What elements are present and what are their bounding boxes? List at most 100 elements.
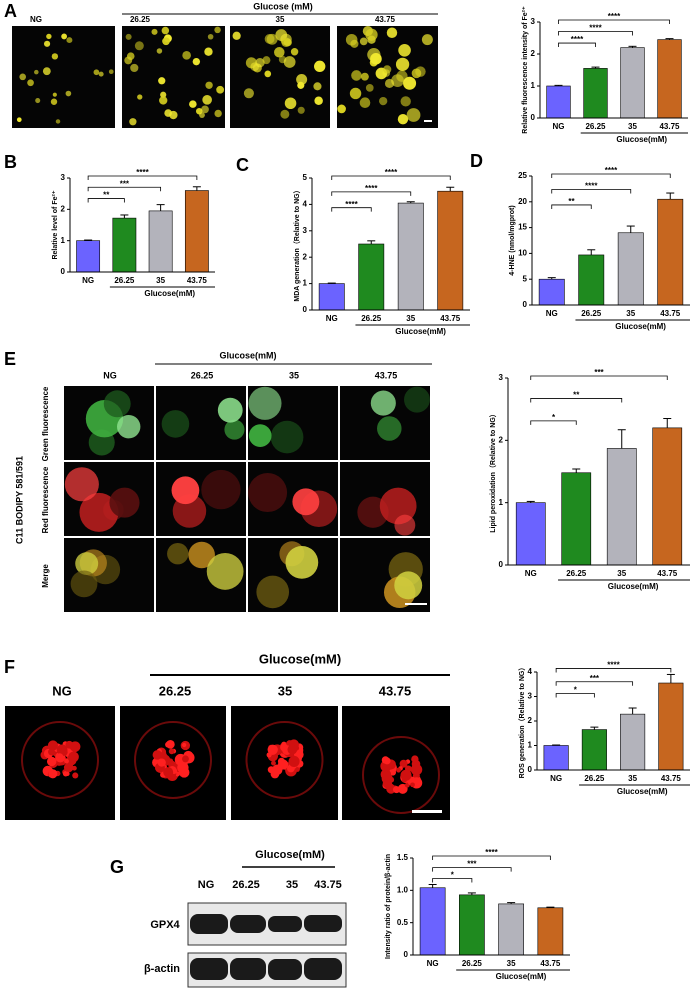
cell — [182, 51, 191, 60]
cell — [55, 119, 61, 124]
x-axis-label: Glucose(mM) — [616, 135, 667, 144]
column-label: 26.25 — [130, 15, 151, 24]
significance-label: * — [552, 413, 556, 422]
significance-bracket — [331, 207, 372, 212]
cell — [262, 56, 271, 65]
cell — [256, 575, 290, 609]
significance-bracket — [331, 191, 412, 196]
x-tick-label: NG — [427, 959, 439, 968]
cell — [232, 31, 241, 40]
y-tick-label: 0.5 — [397, 918, 409, 927]
cell — [360, 72, 369, 81]
bar — [657, 39, 682, 119]
cell — [350, 39, 359, 48]
x-tick-label: 35 — [507, 959, 516, 968]
significance-label: **** — [607, 661, 620, 670]
cell — [214, 109, 222, 118]
y-tick-label: 0 — [303, 305, 308, 314]
cell — [216, 85, 225, 94]
micrographs — [5, 26, 450, 820]
cell — [359, 37, 368, 46]
significance-bracket — [432, 867, 512, 872]
cell — [125, 33, 132, 40]
cell — [52, 92, 57, 97]
column-label: 35 — [276, 15, 285, 24]
x-axis-label: Glucose(mM) — [395, 327, 446, 336]
cell — [370, 390, 396, 416]
cell — [161, 26, 170, 35]
bar — [657, 198, 684, 306]
cell — [151, 28, 158, 35]
significance-bracket — [432, 878, 473, 883]
cell — [394, 571, 423, 600]
bar — [515, 502, 546, 566]
cell — [61, 33, 68, 40]
row-label: Merge — [41, 564, 50, 588]
significance-bracket — [551, 189, 632, 194]
cell — [384, 78, 395, 89]
cell — [157, 758, 166, 767]
panel-letter: C — [236, 155, 249, 175]
x-tick-label: 26.25 — [361, 314, 382, 323]
x-tick-label: 26.25 — [584, 774, 605, 783]
cell — [46, 756, 57, 767]
bar — [543, 745, 569, 771]
column-label: 43.75 — [375, 370, 398, 380]
blot-bands — [190, 914, 342, 980]
cell — [201, 105, 209, 114]
y-tick-label: 0 — [61, 267, 66, 276]
cell — [34, 69, 39, 75]
group-label: Glucose(mM) — [259, 651, 341, 666]
significance-bracket — [432, 855, 551, 860]
y-tick-label: 3 — [528, 692, 533, 701]
bar — [112, 217, 137, 273]
cell — [271, 760, 276, 766]
significance-bracket — [331, 175, 451, 180]
cell — [380, 769, 392, 780]
significance-bracket — [558, 19, 670, 24]
cell — [48, 769, 58, 779]
cell — [55, 753, 64, 761]
cell — [297, 106, 305, 114]
y-axis-label: Relative level of Fe²⁺ — [52, 190, 59, 259]
y-tick-label: 1 — [303, 279, 308, 288]
y-tick-label: 15 — [518, 223, 527, 232]
bar — [318, 283, 345, 311]
x-tick-label: 26.25 — [581, 309, 602, 318]
y-tick-label: 1.0 — [397, 885, 409, 894]
cell — [383, 65, 392, 74]
cell — [35, 98, 41, 104]
significance-bracket — [530, 398, 623, 403]
y-tick-label: 3 — [61, 173, 66, 182]
cell-outline — [362, 736, 440, 814]
cell — [103, 390, 131, 418]
cell — [397, 114, 409, 125]
cell — [264, 34, 275, 44]
cell — [393, 786, 400, 794]
y-tick-label: 4 — [528, 667, 533, 676]
cell — [400, 96, 411, 107]
significance-label: **** — [608, 12, 621, 21]
cell — [248, 386, 282, 420]
y-tick-label: 0 — [404, 950, 409, 959]
x-axis-label: Glucose(mM) — [615, 322, 666, 331]
cell — [163, 767, 174, 778]
y-tick-label: 10 — [518, 249, 527, 258]
significance-bracket — [551, 173, 671, 178]
cell — [285, 546, 319, 579]
cell — [167, 542, 189, 565]
x-tick-label: NG — [553, 122, 565, 131]
y-tick-label: 2 — [499, 435, 504, 444]
row-label: β-actin — [144, 963, 180, 975]
cell — [406, 108, 421, 122]
x-axis-label: Glucose(mM) — [608, 582, 659, 591]
significance-bracket — [555, 668, 672, 673]
bar — [459, 894, 485, 956]
cell — [156, 48, 163, 54]
cell — [72, 772, 79, 779]
x-tick-label: 26.25 — [566, 569, 587, 578]
cell — [42, 67, 51, 76]
y-tick-label: 2 — [531, 49, 536, 58]
cell — [377, 416, 402, 441]
cell — [50, 98, 58, 105]
